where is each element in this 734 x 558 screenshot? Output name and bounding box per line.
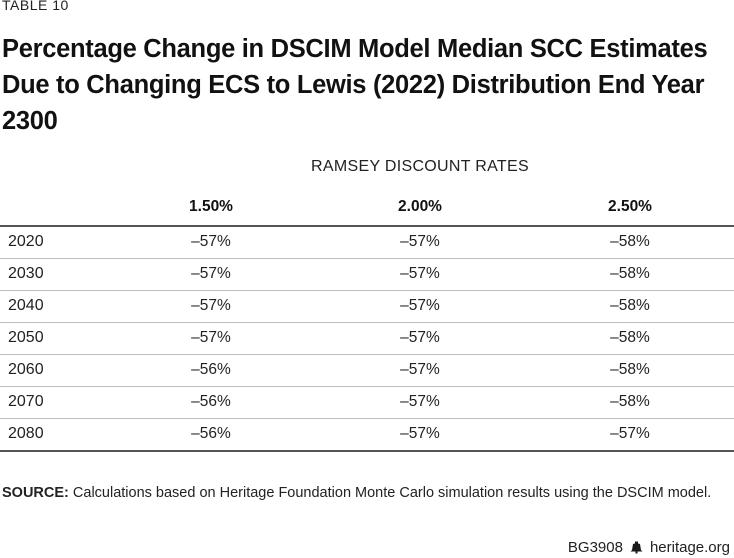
source-note: SOURCE: Calculations based on Heritage F… — [2, 485, 711, 501]
table-cell: –57% — [191, 297, 231, 314]
group-header: RAMSEY DISCOUNT RATES — [311, 158, 529, 175]
table-cell: –58% — [610, 297, 650, 314]
table-label: TABLE 10 — [2, 0, 69, 13]
table-row: 2060 –56% –57% –58% — [0, 355, 734, 387]
column-header-rate-2: 2.00% — [398, 198, 442, 215]
table-title: Percentage Change in DSCIM Model Median … — [2, 35, 708, 135]
table-cell: –58% — [610, 265, 650, 282]
footer: BG3908 heritage.org — [568, 539, 730, 556]
table-cell: –58% — [610, 233, 650, 250]
table-row: 2070 –56% –57% –58% — [0, 387, 734, 419]
row-year: 2030 — [8, 265, 44, 282]
table-row: 2080 –56% –57% –57% — [0, 419, 734, 452]
table-cell: –56% — [191, 361, 231, 378]
table-cell: –57% — [191, 265, 231, 282]
column-header-rate-1: 1.50% — [189, 198, 233, 215]
data-table: 1.50% 2.00% 2.50% 2020 –57% –57% –58% 20… — [0, 190, 734, 452]
row-year: 2080 — [8, 425, 44, 442]
table-cell: –57% — [191, 233, 231, 250]
table-cell: –57% — [400, 425, 440, 442]
row-year: 2050 — [8, 329, 44, 346]
table-cell: –57% — [400, 297, 440, 314]
table-row: 2040 –57% –57% –58% — [0, 291, 734, 323]
table-cell: –56% — [191, 393, 231, 410]
column-header-row: 1.50% 2.00% 2.50% — [0, 190, 734, 227]
table-cell: –58% — [610, 393, 650, 410]
table-cell: –56% — [191, 425, 231, 442]
table-cell: –57% — [400, 361, 440, 378]
row-year: 2040 — [8, 297, 44, 314]
source-text: Calculations based on Heritage Foundatio… — [68, 485, 712, 501]
table-cell: –57% — [400, 233, 440, 250]
row-year: 2070 — [8, 393, 44, 410]
column-header-rate-3: 2.50% — [608, 198, 652, 215]
table-row: 2050 –57% –57% –58% — [0, 323, 734, 355]
table-cell: –57% — [400, 265, 440, 282]
table-cell: –57% — [400, 393, 440, 410]
table-cell: –57% — [191, 329, 231, 346]
source-label: SOURCE: — [2, 485, 69, 501]
liberty-bell-icon — [630, 541, 643, 554]
site-link[interactable]: heritage.org — [649, 539, 730, 556]
table-cell: –58% — [610, 361, 650, 378]
publication-code: BG3908 — [567, 539, 623, 556]
row-year: 2020 — [8, 233, 44, 250]
table-row: 2030 –57% –57% –58% — [0, 259, 734, 291]
table-cell: –57% — [400, 329, 440, 346]
table-cell: –57% — [610, 425, 650, 442]
row-year: 2060 — [8, 361, 44, 378]
table-row: 2020 –57% –57% –58% — [0, 227, 734, 259]
table-cell: –58% — [610, 329, 650, 346]
